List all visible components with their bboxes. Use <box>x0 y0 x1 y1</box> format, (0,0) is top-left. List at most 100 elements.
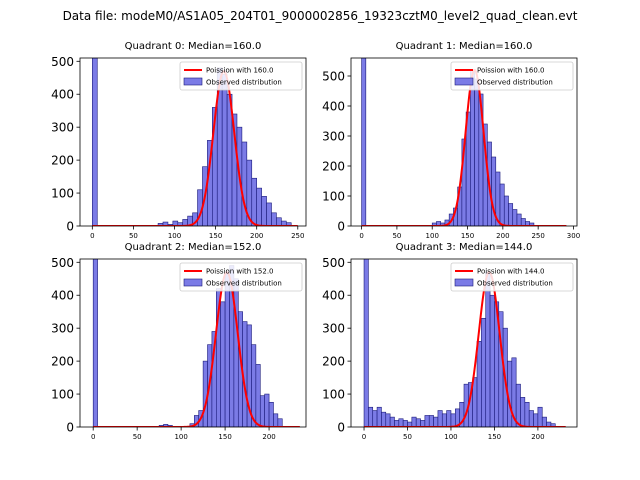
quadrant-3-bar-15 <box>428 415 434 427</box>
quadrant-2-ytick-label-4: 400 <box>51 289 74 303</box>
quadrant-0-ytick-label-4: 400 <box>51 88 74 102</box>
quadrant-3-title: Quadrant 3: Median=144.0 <box>396 242 533 253</box>
quadrant-1-ytick-label-5: 500 <box>322 70 345 84</box>
quadrant-0-xtick-label-3: 150 <box>209 232 222 240</box>
quadrant-3-bar-4 <box>381 411 387 427</box>
quadrant-1-bar-20 <box>512 209 518 226</box>
quadrant-3-bar-19 <box>446 410 452 427</box>
quadrant-2-xtick-label-0: 0 <box>91 433 95 441</box>
quadrant-2-legend-box <box>179 262 303 292</box>
quadrant-2-bar-20 <box>259 395 265 427</box>
quadrant-0-xtick-label-0: 0 <box>90 232 94 240</box>
quadrant-2-bars <box>92 259 283 427</box>
quadrant-3-xtick-label-4: 200 <box>531 433 544 441</box>
quadrant-3-panel: Quadrant 3: Median=144.0 0 50 100 150 200 0 100… <box>322 242 578 441</box>
quadrant-2-ytick-label-0: 0 <box>66 421 74 435</box>
quadrant-3-bar-6 <box>389 416 395 427</box>
quadrant-2-bar-19 <box>255 364 261 427</box>
quadrant-3-bar-38 <box>528 410 534 427</box>
quadrant-1-ytick-label-1: 100 <box>322 190 345 204</box>
quadrant-1-bar-22 <box>520 218 526 226</box>
quadrant-1-bar-17 <box>499 183 505 226</box>
quadrant-3-xtick-label-2: 100 <box>444 433 457 441</box>
quadrant-3-bar-27 <box>481 317 487 427</box>
quadrant-2-ytick-label-2: 200 <box>51 355 74 369</box>
quadrant-1-bar-18 <box>503 195 509 226</box>
quadrant-0-bar-21 <box>256 187 262 226</box>
quadrant-3-bar-26 <box>476 341 482 427</box>
quadrant-1-poisson-line <box>361 69 567 226</box>
quadrant-2-ytick-label-1: 100 <box>51 388 74 402</box>
quadrant-1-ytick-label-0: 0 <box>337 220 345 234</box>
quadrant-3-bar-1 <box>368 406 374 427</box>
quadrant-1-legend-bar-swatch <box>454 77 474 86</box>
quadrant-0-legend: Poission with 160.0 Observed distribution <box>179 61 303 91</box>
quadrant-1-bar-21 <box>516 213 522 226</box>
quadrant-2-bar-23 <box>273 413 279 427</box>
quadrant-0-bar-23 <box>266 202 272 226</box>
quadrant-0-xtick-label-5: 250 <box>291 232 304 240</box>
quadrant-1-bar-0 <box>361 58 367 226</box>
quadrant-0-legend-entry-poisson: Poission with 160.0 <box>206 67 274 75</box>
quadrant-2-bar-12 <box>224 271 230 427</box>
quadrant-1-title: Quadrant 1: Median=160.0 <box>396 41 533 52</box>
quadrant-0-legend-box <box>179 61 303 91</box>
quadrant-3-legend-box <box>450 262 574 292</box>
quadrant-0-xtick-label-2: 100 <box>168 232 181 240</box>
quadrant-1-ytick-label-4: 400 <box>322 100 345 114</box>
quadrant-1-bar-19 <box>508 203 514 226</box>
quadrant-1-bar-11 <box>474 78 480 226</box>
quadrant-3-bar-41 <box>541 416 547 427</box>
quadrant-3-xtick-label-3: 150 <box>488 433 501 441</box>
quadrant-3-bar-11 <box>411 416 417 427</box>
quadrant-2-axes-frame <box>79 258 307 428</box>
quadrant-3-bar-12 <box>415 418 421 427</box>
quadrant-3-ytick-label-5: 500 <box>322 256 345 270</box>
quadrant-1-xtick-label-1: 50 <box>392 232 401 240</box>
quadrant-2-bar-21 <box>264 393 270 427</box>
quadrant-2-bar-24 <box>277 418 283 427</box>
quadrant-1-panel: Quadrant 1: Median=160.0 0 50 100 150 200 250 3… <box>322 41 580 240</box>
quadrant-0-title: Quadrant 0: Median=160.0 <box>125 41 262 52</box>
quadrant-1-ytick-label-3: 300 <box>322 130 345 144</box>
quadrant-2-xtick-label-3: 150 <box>218 433 231 441</box>
quadrant-2-xtick-label-2: 100 <box>174 433 187 441</box>
quadrant-3-bar-0 <box>363 259 369 427</box>
quadrant-0-bar-27 <box>285 222 292 226</box>
quadrant-0-ytick-label-2: 200 <box>51 154 74 168</box>
quadrant-3-ytick-label-1: 100 <box>322 388 345 402</box>
quadrant-2-legend: Poission with 152.0 Observed distribution <box>179 262 303 292</box>
quadrant-2-bar-0 <box>92 259 98 427</box>
quadrant-3-xtick-label-1: 50 <box>403 433 412 441</box>
quadrant-1-xtick-label-4: 200 <box>496 232 509 240</box>
quadrant-1-legend: Poission with 160.0 Observed distribution <box>450 61 574 91</box>
quadrant-3-legend: Poission with 144.0 Observed distribution <box>450 262 574 292</box>
quadrant-0-panel: Quadrant 0: Median=160.0 0 50 100 150 200 250 0… <box>51 41 307 240</box>
quadrant-0-ytick-label-0: 0 <box>66 220 74 234</box>
quadrant-2-bar-11 <box>220 301 226 427</box>
quadrant-2-xtick-label-4: 200 <box>262 433 275 441</box>
quadrant-0-xtick-label-4: 200 <box>250 232 263 240</box>
quadrant-1-xtick-label-6: 300 <box>567 232 580 240</box>
quadrant-1-xtick-label-3: 150 <box>461 232 474 240</box>
quadrant-2-title: Quadrant 2: Median=152.0 <box>125 242 262 253</box>
quadrant-1-axes-frame <box>350 57 578 227</box>
quadrant-0-bar-20 <box>251 177 257 226</box>
quadrant-2-legend-entry-poisson: Poission with 152.0 <box>206 268 274 276</box>
quadrant-1-xtick-label-0: 0 <box>359 232 363 240</box>
quadrant-3-ytick-label-3: 300 <box>322 322 345 336</box>
quadrant-3-bar-35 <box>515 383 521 427</box>
quadrant-0-bars <box>92 58 292 226</box>
quadrant-2-legend-bar-swatch <box>183 278 203 287</box>
quadrant-0-bar-0 <box>92 58 98 226</box>
quadrant-3-bar-20 <box>450 413 456 427</box>
quadrant-2-ytick-label-3: 300 <box>51 322 74 336</box>
quadrant-3-bar-37 <box>524 401 530 427</box>
quadrant-1-bar-24 <box>529 222 535 226</box>
quadrant-0-bar-24 <box>271 212 277 226</box>
quadrant-0-ytick-label-3: 300 <box>51 121 74 135</box>
quadrant-3-bar-28 <box>485 271 491 427</box>
quadrant-3-bar-14 <box>424 415 430 427</box>
quadrant-1-ytick-label-2: 200 <box>322 160 345 174</box>
quadrant-3-xtick-label-0: 0 <box>362 433 366 441</box>
